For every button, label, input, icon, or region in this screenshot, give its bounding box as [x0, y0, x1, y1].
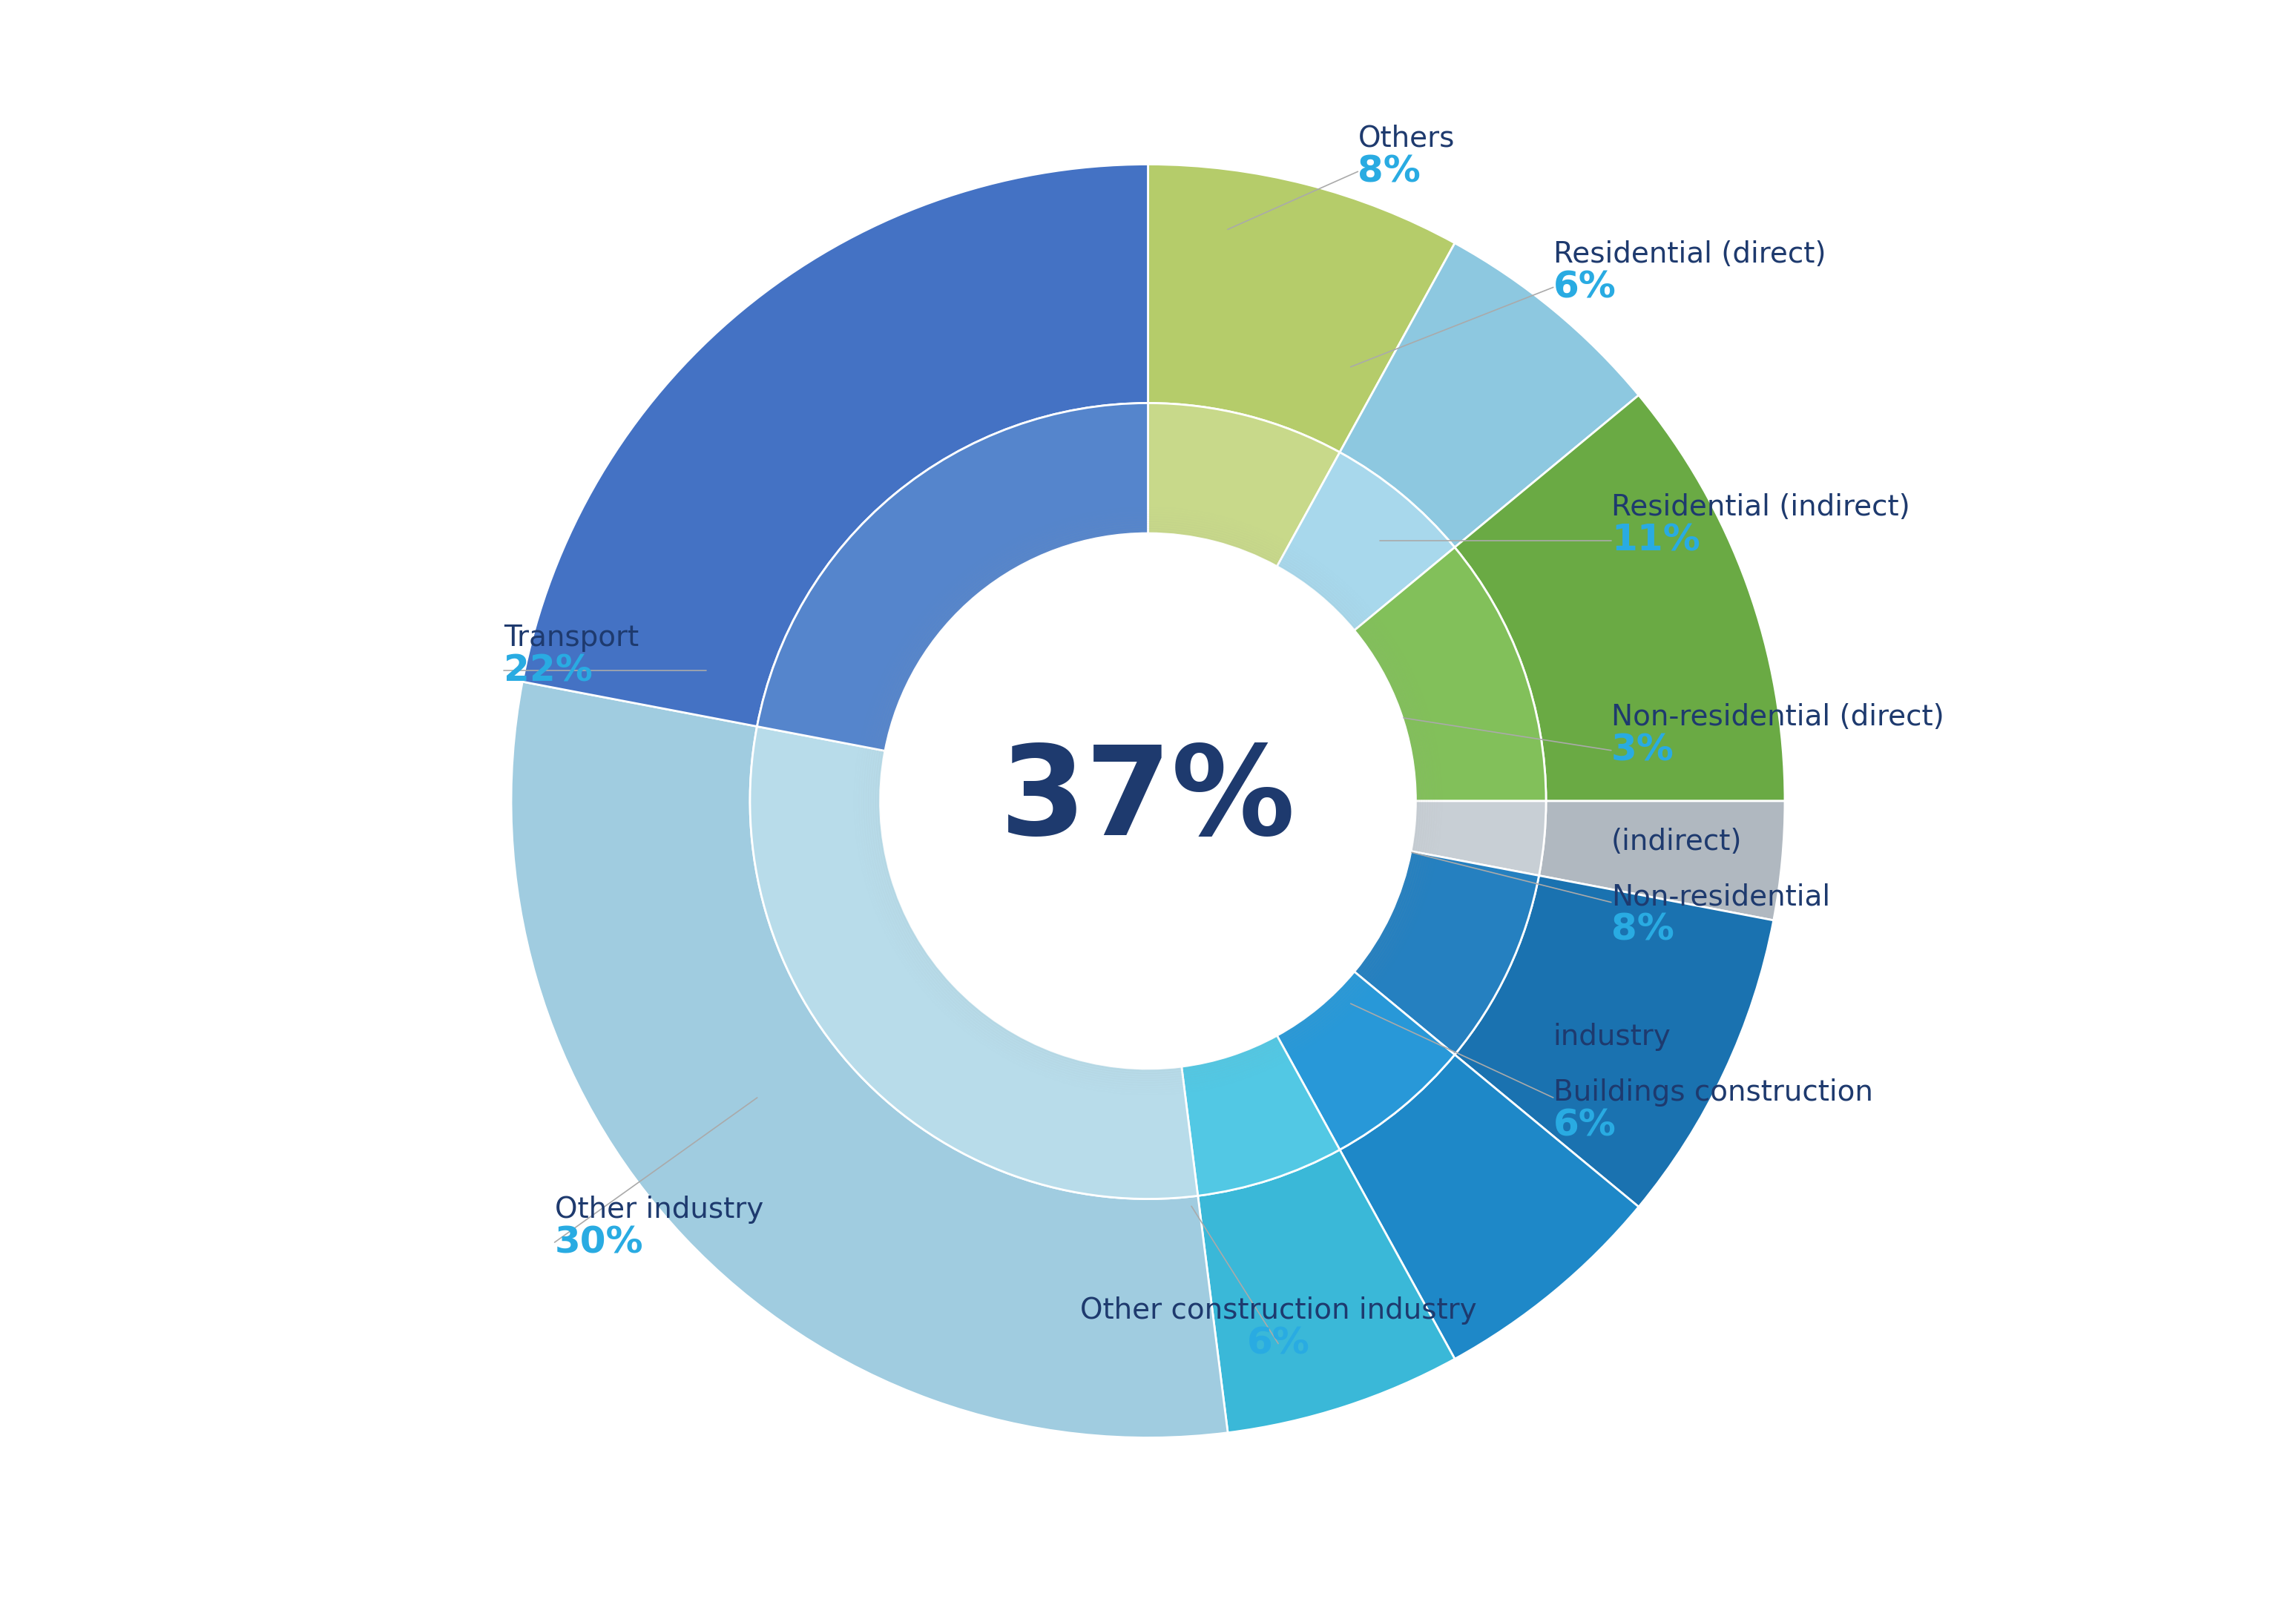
Text: 3%: 3%: [1612, 732, 1674, 767]
Wedge shape: [1341, 244, 1639, 548]
Text: (indirect): (indirect): [1612, 828, 1743, 855]
Text: 30%: 30%: [556, 1224, 643, 1261]
Text: Others: Others: [1357, 125, 1456, 152]
Text: 8%: 8%: [1612, 912, 1674, 947]
Text: 6%: 6%: [1554, 269, 1616, 304]
Wedge shape: [1277, 452, 1456, 630]
Wedge shape: [1277, 972, 1456, 1150]
Wedge shape: [1341, 1054, 1639, 1358]
Text: Other construction industry: Other construction industry: [1079, 1296, 1476, 1325]
Text: 22%: 22%: [503, 654, 592, 689]
Wedge shape: [1456, 396, 1784, 801]
Wedge shape: [512, 682, 1228, 1437]
Circle shape: [879, 533, 1417, 1069]
Wedge shape: [1412, 801, 1545, 876]
Wedge shape: [1456, 876, 1773, 1206]
Text: Residential (indirect): Residential (indirect): [1612, 493, 1910, 522]
Text: Buildings construction: Buildings construction: [1554, 1078, 1874, 1107]
Wedge shape: [1355, 851, 1538, 1054]
Wedge shape: [1199, 1150, 1456, 1432]
Text: Non-residential (direct): Non-residential (direct): [1612, 703, 1945, 732]
Text: Residential (direct): Residential (direct): [1554, 240, 1825, 269]
Wedge shape: [523, 165, 1148, 726]
Text: industry: industry: [1554, 1024, 1671, 1051]
Text: 6%: 6%: [1554, 1107, 1616, 1142]
Text: 11%: 11%: [1612, 522, 1699, 559]
Text: Other industry: Other industry: [556, 1195, 762, 1224]
Wedge shape: [758, 404, 1148, 751]
Wedge shape: [1148, 165, 1456, 452]
Text: 8%: 8%: [1357, 154, 1421, 189]
Wedge shape: [1355, 548, 1545, 801]
Text: 37%: 37%: [1001, 740, 1295, 862]
Wedge shape: [1182, 1035, 1341, 1195]
Text: Non-residential: Non-residential: [1612, 883, 1830, 912]
Wedge shape: [1148, 404, 1341, 567]
Text: 6%: 6%: [1247, 1326, 1309, 1362]
Text: Transport: Transport: [503, 623, 638, 652]
Wedge shape: [751, 726, 1199, 1198]
Wedge shape: [1538, 801, 1784, 920]
